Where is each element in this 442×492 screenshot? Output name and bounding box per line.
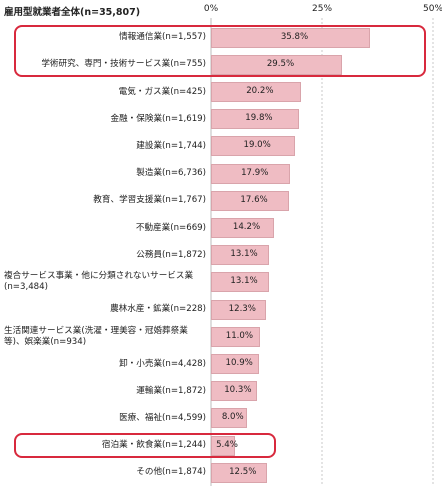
category-label: 製造業(n=6,736) (136, 168, 206, 179)
value-label: 5.4% (216, 439, 238, 450)
bar (211, 272, 270, 293)
category-label: 生活関連サービス業(洗濯・理美容・冠婚葬祭業 等)、娯楽業(n=934) (4, 325, 188, 347)
value-label: 20.2% (246, 86, 274, 96)
value-label: 10.9% (225, 358, 253, 368)
category-label: 宿泊業・飲食業(n=1,244) (101, 440, 206, 451)
highlight-box (14, 25, 426, 78)
category-label: 公務員(n=1,872) (136, 249, 206, 260)
category-label: 建設業(n=1,744) (136, 140, 206, 151)
bar (211, 299, 266, 320)
x-tick-label: 25% (311, 4, 333, 14)
value-label: 11.0% (225, 330, 254, 341)
category-label: 医療、福祉(n=4,599) (119, 412, 206, 423)
value-label: 19.8% (245, 113, 273, 124)
bar (211, 326, 260, 347)
bar (211, 435, 235, 456)
bar (211, 27, 370, 48)
category-label: 運輸業(n=1,872) (136, 385, 206, 396)
bar (211, 218, 275, 238)
value-label: 14.2% (232, 222, 261, 232)
bar (211, 381, 257, 402)
category-label: 金融・保険業(n=1,619) (110, 113, 206, 124)
category-label: 複合サービス事業・他に分類されないサービス業 (n=3,484) (4, 271, 194, 293)
value-label: 13.1% (230, 249, 258, 260)
value-label: 29.5% (266, 58, 295, 69)
value-label: 19.0% (243, 140, 271, 151)
bar (211, 54, 342, 75)
bar (211, 163, 291, 184)
category-label: 学術研究、専門・技術サービス業(n=755) (41, 59, 206, 70)
category-label: 農林水産・鉱業(n=228) (110, 304, 206, 315)
value-label: 12.5% (229, 466, 257, 477)
bar (211, 354, 260, 374)
bar (211, 82, 301, 102)
bar (211, 245, 270, 266)
value-label: 35.8% (280, 31, 309, 42)
category-label: 情報通信業(n=1,557) (119, 32, 206, 43)
category-label: 不動産業(n=669) (135, 222, 206, 233)
category-label: その他(n=1,874) (136, 467, 206, 478)
value-label: 12.3% (228, 303, 256, 314)
x-tick-label: 0% (203, 4, 219, 14)
value-label: 17.9% (241, 167, 269, 178)
value-label: 8.0% (221, 412, 244, 423)
bar (211, 109, 299, 130)
bar (211, 190, 290, 211)
highlight-box (14, 433, 276, 459)
category-label: 電気・ガス業(n=425) (118, 86, 206, 97)
category-label: 卸・小売業(n=4,428) (119, 358, 206, 369)
value-label: 13.1% (230, 276, 258, 287)
bar (211, 136, 296, 157)
category-label: 教育、学習支援業(n=1,767) (93, 195, 206, 206)
chart-title: 雇用型就業者全体(n=35,807) (4, 7, 141, 18)
bar (211, 462, 267, 483)
value-label: 17.6% (240, 194, 268, 205)
value-label: 10.3% (224, 385, 252, 396)
x-tick-label: 50% (422, 4, 442, 14)
bar (211, 408, 247, 429)
